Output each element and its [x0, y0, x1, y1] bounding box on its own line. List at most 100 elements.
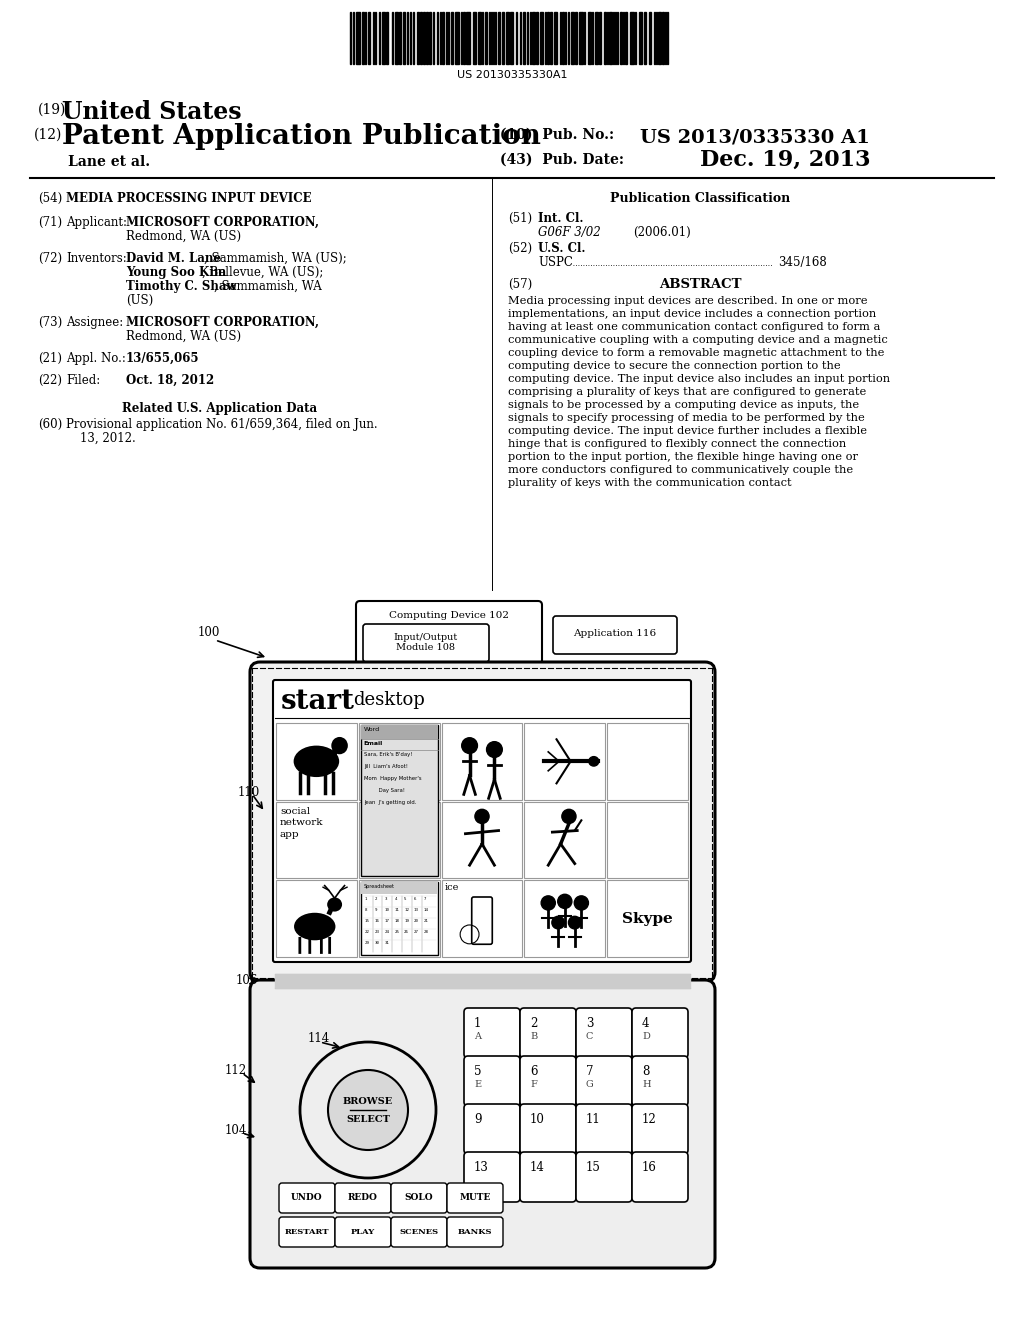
Text: (60): (60) [38, 418, 62, 432]
FancyBboxPatch shape [335, 1183, 391, 1213]
Text: 13: 13 [474, 1162, 488, 1173]
Text: , Bellevue, WA (US);: , Bellevue, WA (US); [202, 267, 324, 279]
FancyBboxPatch shape [441, 723, 522, 800]
Text: start: start [281, 688, 355, 715]
Text: Inventors:: Inventors: [66, 252, 127, 265]
FancyBboxPatch shape [472, 898, 493, 944]
Text: BANKS: BANKS [458, 1228, 493, 1236]
Text: USPC: USPC [538, 256, 572, 269]
Text: US 20130335330A1: US 20130335330A1 [457, 70, 567, 81]
Text: H: H [642, 1080, 650, 1089]
FancyBboxPatch shape [362, 624, 489, 663]
Text: ABSTRACT: ABSTRACT [658, 279, 741, 290]
Text: (72): (72) [38, 252, 62, 265]
Text: Email: Email [364, 741, 383, 746]
Bar [477, 12, 480, 63]
Text: 13/655,065: 13/655,065 [126, 352, 200, 366]
FancyBboxPatch shape [358, 880, 439, 957]
Ellipse shape [327, 898, 342, 912]
FancyBboxPatch shape [575, 1008, 632, 1059]
Text: 7: 7 [424, 898, 426, 902]
FancyBboxPatch shape [360, 725, 437, 739]
Bar [441, 12, 443, 63]
Text: REDO: REDO [348, 1193, 378, 1203]
Circle shape [574, 896, 589, 909]
Bar [484, 12, 486, 63]
Text: 106: 106 [236, 974, 258, 987]
FancyBboxPatch shape [360, 882, 437, 954]
FancyBboxPatch shape [447, 1183, 503, 1213]
Bar [644, 12, 646, 63]
FancyBboxPatch shape [520, 1152, 575, 1203]
Text: 11: 11 [394, 908, 399, 912]
Text: Oct. 18, 2012: Oct. 18, 2012 [126, 374, 214, 387]
Text: 14: 14 [530, 1162, 545, 1173]
Bar [402, 12, 404, 63]
Text: A: A [474, 1032, 481, 1041]
Circle shape [475, 809, 489, 824]
Bar [550, 12, 552, 63]
Text: SELECT: SELECT [346, 1115, 390, 1125]
Text: 3: 3 [384, 898, 387, 902]
Text: 16: 16 [375, 919, 380, 923]
FancyBboxPatch shape [524, 880, 605, 957]
FancyBboxPatch shape [358, 801, 439, 878]
Text: 31: 31 [384, 941, 389, 945]
FancyBboxPatch shape [276, 801, 356, 878]
Text: 10: 10 [384, 908, 389, 912]
Text: MEDIA PROCESSING INPUT DEVICE: MEDIA PROCESSING INPUT DEVICE [66, 191, 311, 205]
Circle shape [562, 809, 577, 824]
Bar [423, 12, 425, 63]
Bar [420, 12, 422, 63]
Text: SOLO: SOLO [404, 1193, 433, 1203]
Text: Patent Application Publication: Patent Application Publication [62, 123, 541, 150]
Bar [554, 12, 557, 63]
Text: computing device to secure the connection portion to the: computing device to secure the connectio… [508, 360, 841, 371]
Bar [639, 12, 642, 63]
Text: 9: 9 [375, 908, 377, 912]
Text: (73): (73) [38, 315, 62, 329]
Text: 12: 12 [642, 1113, 656, 1126]
Text: 17: 17 [384, 919, 389, 923]
FancyBboxPatch shape [356, 601, 542, 671]
FancyBboxPatch shape [441, 801, 522, 878]
Text: F: F [530, 1080, 537, 1089]
Text: Skype: Skype [623, 912, 673, 925]
Text: plurality of keys with the communication contact: plurality of keys with the communication… [508, 478, 792, 488]
Bar [451, 12, 453, 63]
Text: Filed:: Filed: [66, 374, 100, 387]
Text: 21: 21 [424, 919, 429, 923]
FancyBboxPatch shape [553, 616, 677, 653]
Text: (10)  Pub. No.:: (10) Pub. No.: [500, 128, 624, 143]
Text: Int. Cl.: Int. Cl. [538, 213, 584, 224]
Bar [361, 12, 364, 63]
FancyBboxPatch shape [335, 1217, 391, 1247]
Text: MICROSOFT CORPORATION,: MICROSOFT CORPORATION, [126, 315, 319, 329]
Text: 110: 110 [238, 785, 260, 799]
Bar [532, 12, 536, 63]
Text: (19): (19) [38, 103, 67, 117]
Bar [625, 12, 627, 63]
Text: , Sammamish, WA (US);: , Sammamish, WA (US); [204, 252, 347, 265]
Text: 112: 112 [225, 1064, 247, 1077]
Bar [429, 12, 431, 63]
Text: C: C [586, 1032, 593, 1041]
Text: Mom  Happy Mother's: Mom Happy Mother's [364, 776, 422, 781]
Text: Dec. 19, 2013: Dec. 19, 2013 [700, 149, 870, 172]
Text: 27: 27 [414, 931, 419, 935]
FancyBboxPatch shape [360, 725, 437, 876]
FancyBboxPatch shape [276, 880, 356, 957]
FancyBboxPatch shape [575, 1104, 632, 1154]
Text: 13, 2012.: 13, 2012. [80, 432, 136, 445]
Text: (43)  Pub. Date:: (43) Pub. Date: [500, 153, 624, 168]
Text: hinge that is configured to flexibly connect the connection: hinge that is configured to flexibly con… [508, 440, 846, 449]
Text: 2: 2 [530, 1016, 538, 1030]
Bar [562, 12, 564, 63]
Text: 15: 15 [365, 919, 370, 923]
Text: 13: 13 [414, 908, 419, 912]
FancyBboxPatch shape [250, 663, 715, 982]
FancyBboxPatch shape [360, 882, 437, 895]
Text: (2006.01): (2006.01) [633, 226, 691, 239]
Bar [599, 12, 601, 63]
FancyBboxPatch shape [391, 1183, 447, 1213]
